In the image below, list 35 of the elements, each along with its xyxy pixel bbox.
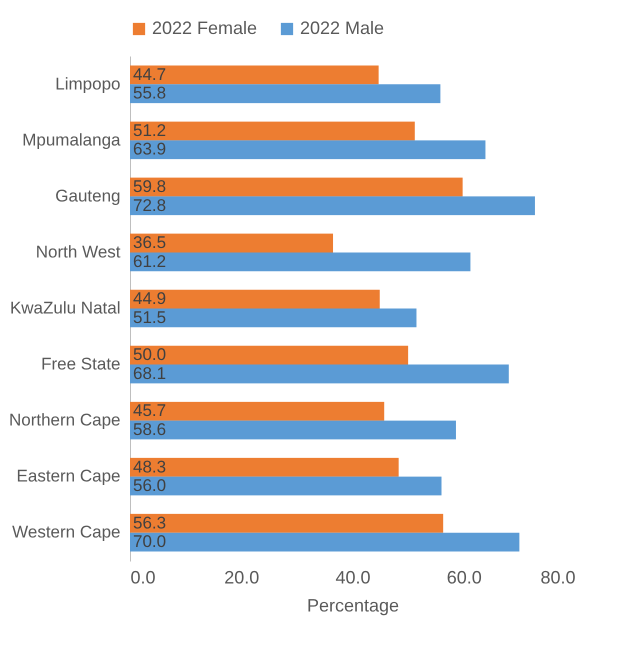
x-tick-label: 0.0 [130, 568, 156, 588]
y-tick-label: KwaZulu Natal [10, 298, 120, 318]
data-label: 59.8 [133, 177, 166, 196]
y-tick-label: Limpopo [55, 74, 120, 94]
data-label: 63.9 [133, 140, 166, 159]
y-tick-label: Northern Cape [8, 410, 120, 430]
data-label: 44.9 [133, 289, 166, 308]
y-tick-label: Mpumalanga [22, 130, 122, 150]
y-tick-label: Western Cape [12, 522, 120, 542]
data-label: 58.6 [133, 420, 166, 439]
y-tick-label: Free State [41, 354, 120, 374]
data-label: 56.3 [133, 513, 166, 532]
y-tick-label: Eastern Cape [16, 466, 120, 486]
data-label: 36.5 [133, 233, 166, 252]
data-label: 45.7 [133, 401, 166, 420]
x-tick-label: 40.0 [335, 568, 371, 588]
data-label: 56.0 [133, 476, 166, 496]
x-tick-label: 20.0 [224, 568, 260, 588]
data-label: 51.2 [133, 120, 166, 140]
x-tick-label: 80.0 [540, 568, 576, 588]
data-label: 44.7 [133, 64, 166, 84]
y-tick-label: Gauteng [55, 186, 120, 206]
data-label: 68.1 [133, 364, 166, 383]
legend-label: 2022 Female [152, 18, 258, 38]
data-label: 70.0 [133, 532, 166, 552]
data-label: 55.8 [133, 84, 166, 103]
x-tick-label: 60.0 [446, 568, 482, 588]
legend-label: 2022 Male [300, 18, 384, 38]
data-label: 72.8 [133, 196, 166, 215]
data-label: 61.2 [133, 252, 166, 271]
data-label: 48.3 [133, 457, 166, 476]
y-tick-label: North West [36, 242, 121, 262]
data-label: 50.0 [133, 345, 166, 364]
x-axis-title: Percentage [306, 596, 400, 616]
data-label: 51.5 [133, 308, 166, 327]
